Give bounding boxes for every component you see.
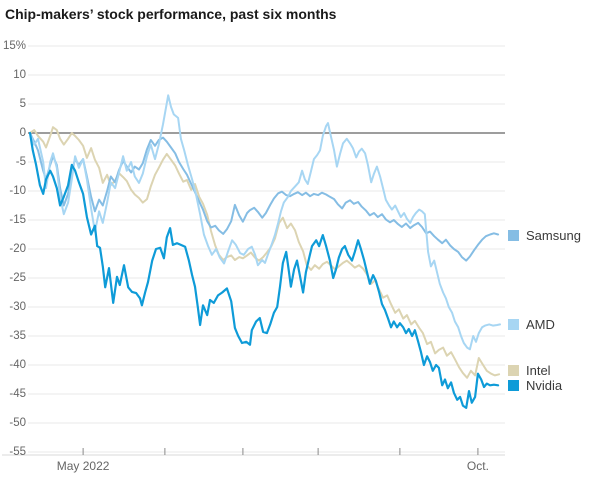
- y-axis-tick-label: 10: [13, 68, 26, 81]
- legend-label-nvidia: Nvidia: [526, 378, 563, 394]
- y-axis-tick-label: -55: [9, 445, 26, 458]
- legend-swatch-amd: [508, 319, 519, 331]
- legend-label-samsung: Samsung: [526, 227, 581, 243]
- legend-label-intel: Intel: [526, 363, 551, 379]
- y-axis-tick-label: -15: [9, 213, 26, 226]
- legend-label-amd: AMD: [526, 317, 555, 333]
- legend-swatch-samsung: [508, 229, 519, 241]
- y-axis-tick-label: -5: [15, 155, 26, 168]
- legend-swatch-intel: [508, 365, 519, 377]
- x-axis-tick-label: May 2022: [56, 459, 110, 473]
- legend-item-intel: Intel: [508, 363, 551, 379]
- x-axis-tick-label: Oct.: [466, 459, 489, 473]
- y-axis-tick-label: -20: [9, 242, 26, 255]
- legend-item-amd: AMD: [508, 317, 555, 333]
- legend-item-samsung: Samsung: [508, 227, 581, 243]
- legend-swatch-nvidia: [508, 380, 519, 392]
- y-axis-tick-label: -50: [9, 416, 26, 429]
- y-axis-tick-label: -10: [9, 184, 26, 197]
- series-line-intel: [29, 126, 501, 379]
- chart-title: Chip-makers’ stock performance, past six…: [5, 6, 337, 22]
- series-line-nvidia: [28, 131, 500, 409]
- y-axis-tick-label: -40: [9, 358, 26, 371]
- series-line-amd: [29, 94, 501, 351]
- y-axis-tick-label: -35: [9, 329, 26, 342]
- y-axis-tick-label: 5: [19, 97, 26, 110]
- legend-item-nvidia: Nvidia: [508, 378, 563, 394]
- series-line-samsung: [29, 132, 500, 262]
- y-axis-tick-label: 0: [19, 126, 26, 139]
- y-axis-tick-label: -45: [9, 387, 26, 400]
- y-axis-tick-label: -30: [9, 300, 26, 313]
- y-axis-tick-label: -25: [9, 271, 26, 284]
- y-axis-tick-label: 15%: [2, 39, 26, 52]
